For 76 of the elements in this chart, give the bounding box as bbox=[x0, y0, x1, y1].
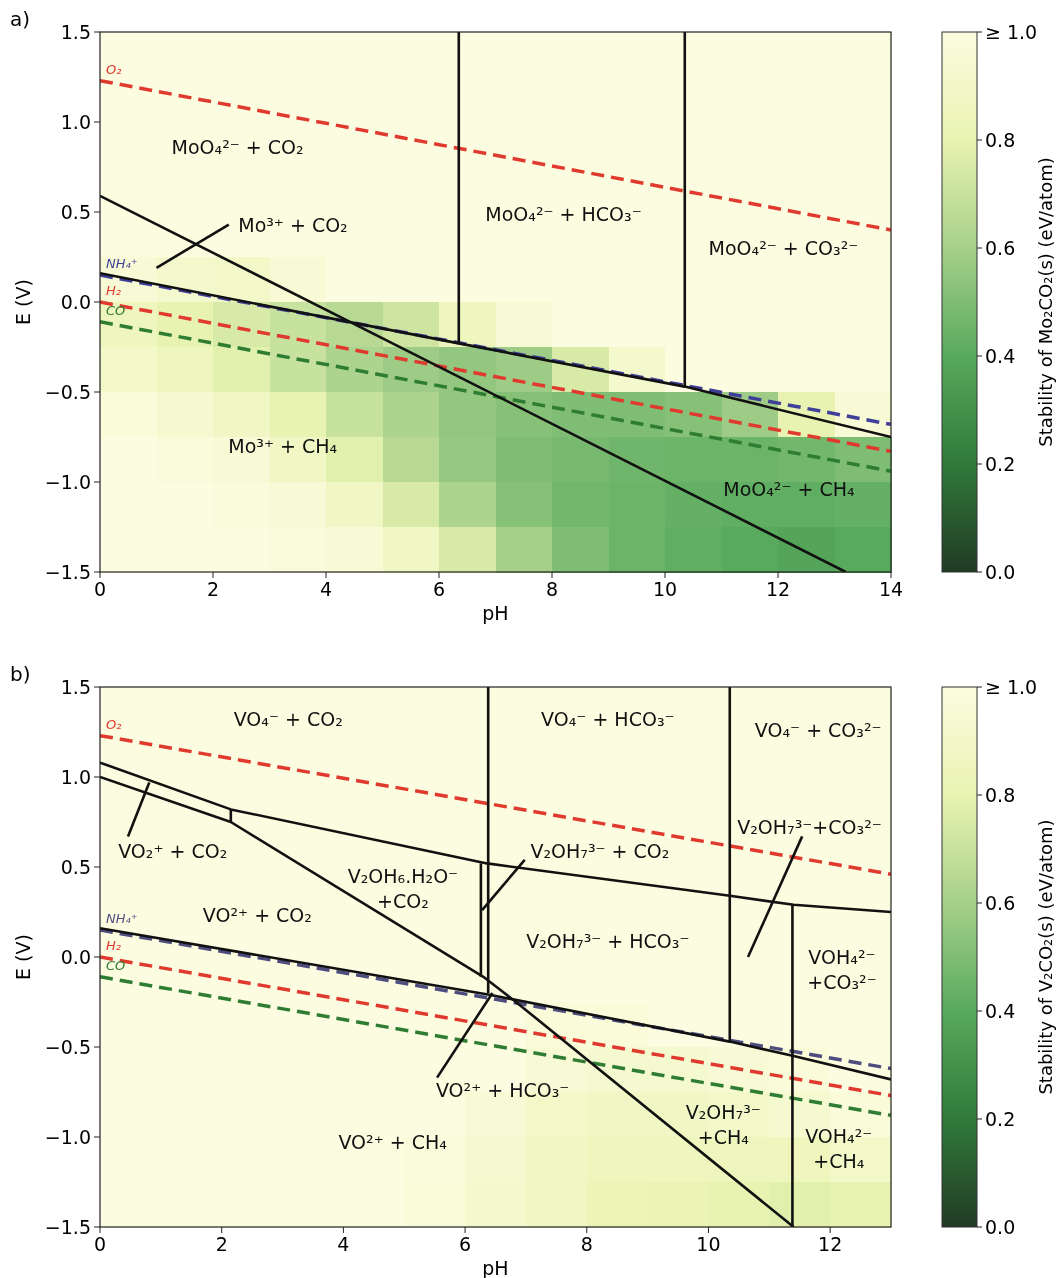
annotation: VO₄⁻ + CO₃²⁻ bbox=[754, 719, 882, 742]
color-bar-title: Stability of V₂CO₂(s) (eV/atom) bbox=[1035, 819, 1056, 1095]
x-tick-label: 2 bbox=[206, 578, 220, 600]
y-tick-label: 1.5 bbox=[60, 21, 91, 43]
annotation: V₂OH₆.H₂O⁻ +CO₂ bbox=[347, 865, 459, 913]
x-tick-label: 12 bbox=[818, 1233, 843, 1255]
y-tick-label: −0.5 bbox=[44, 1036, 91, 1058]
annotation: VO₂⁺ + CO₂ bbox=[118, 839, 228, 862]
x-tick-label: 0 bbox=[93, 578, 107, 600]
color-bar-label: 0.6 bbox=[985, 892, 1016, 914]
annotation: MoO₄²⁻ + CH₄ bbox=[723, 478, 856, 501]
chart-title: a) bbox=[10, 7, 31, 31]
chart-title: b) bbox=[10, 662, 31, 686]
x-tick-label: 4 bbox=[319, 578, 333, 600]
y-tick-label: −1.0 bbox=[44, 471, 91, 493]
series-label: O₂ bbox=[106, 61, 122, 77]
annotation: MoO₄²⁻ + HCO₃⁻ bbox=[485, 202, 642, 225]
color-bar-label: 0.0 bbox=[985, 1216, 1016, 1238]
series-label: O₂ bbox=[106, 716, 122, 732]
series-label: CO bbox=[106, 957, 126, 973]
color-bar-label: 0.0 bbox=[985, 561, 1016, 583]
color-bar-label: 0.8 bbox=[985, 129, 1016, 151]
series-label: CO bbox=[106, 302, 126, 318]
x-axis-title: pH bbox=[482, 602, 509, 624]
annotation: VOH₄²⁻ +CO₃²⁻ bbox=[807, 946, 877, 994]
annotation: VO₄⁻ + HCO₃⁻ bbox=[541, 708, 675, 731]
y-tick-label: −0.5 bbox=[44, 381, 91, 403]
series-label: NH₄⁺ bbox=[106, 911, 138, 926]
annotation: VO²⁺ + CO₂ bbox=[202, 904, 312, 927]
x-tick-label: 12 bbox=[765, 578, 791, 600]
x-tick-label: 8 bbox=[580, 1233, 593, 1255]
x-tick-label: 14 bbox=[878, 578, 904, 600]
y-tick-label: 0.0 bbox=[60, 946, 91, 968]
y-tick-label: 1.0 bbox=[60, 111, 91, 133]
annotation: Mo³⁺ + CO₂ bbox=[238, 213, 348, 236]
x-tick-label: 2 bbox=[215, 1233, 228, 1255]
x-tick-label: 10 bbox=[652, 578, 678, 600]
x-tick-label: 8 bbox=[545, 578, 559, 600]
y-tick-label: −1.0 bbox=[44, 1126, 91, 1148]
x-tick-label: 6 bbox=[459, 1233, 472, 1255]
color-bar-label: ≥ 1.0 bbox=[985, 676, 1038, 698]
color-bar-label: 0.4 bbox=[985, 1000, 1016, 1022]
y-tick-label: −1.5 bbox=[44, 561, 91, 583]
annotation: VO²⁺ + CH₄ bbox=[338, 1131, 448, 1154]
annotation: V₂OH₇³⁻ + HCO₃⁻ bbox=[526, 929, 690, 952]
x-tick-label: 0 bbox=[93, 1233, 107, 1255]
y-axis-title: E (V) bbox=[12, 934, 34, 980]
annotation: V₂OH₇³⁻ +CH₄ bbox=[685, 1101, 761, 1149]
annotation: V₂OH₇³⁻ + CO₂ bbox=[530, 839, 670, 862]
color-bar-label: 0.8 bbox=[985, 784, 1016, 806]
color-bar-title: Stability of Mo₂CO₂(s) (eV/atom) bbox=[1035, 157, 1056, 447]
y-tick-label: 0.5 bbox=[60, 856, 91, 878]
series-label: H₂ bbox=[106, 283, 121, 298]
color-bar-label: 0.6 bbox=[985, 237, 1016, 259]
x-tick-label: 10 bbox=[696, 1233, 721, 1255]
y-tick-label: 1.0 bbox=[60, 766, 91, 788]
annotation: VO²⁺ + HCO₃⁻ bbox=[435, 1079, 570, 1102]
annotation: VOH₄²⁻ +CH₄ bbox=[805, 1124, 873, 1172]
series-label: H₂ bbox=[106, 938, 121, 953]
x-tick-label: 4 bbox=[337, 1233, 350, 1255]
y-tick-label: 1.5 bbox=[60, 676, 91, 698]
y-axis-title: E (V) bbox=[12, 279, 34, 325]
annotation: VO₄⁻ + CO₂ bbox=[233, 708, 343, 731]
annotation: V₂OH₇³⁻+CO₃²⁻ bbox=[737, 816, 882, 839]
annotation: MoO₄²⁻ + CO₃²⁻ bbox=[708, 237, 859, 259]
color-bar-label: ≥ 1.0 bbox=[985, 21, 1038, 43]
series-label: NH₄⁺ bbox=[106, 256, 138, 271]
color-bar-label: 0.2 bbox=[985, 1108, 1016, 1130]
x-tick-label: 6 bbox=[432, 578, 446, 600]
annotation: Mo³⁺ + CH₄ bbox=[228, 435, 338, 458]
y-tick-label: −1.5 bbox=[44, 1216, 91, 1238]
y-tick-label: 0.0 bbox=[60, 291, 91, 313]
color-bar-label: 0.4 bbox=[985, 345, 1016, 367]
annotation: MoO₄²⁻ + CO₂ bbox=[171, 136, 304, 159]
y-tick-label: 0.5 bbox=[60, 201, 91, 223]
color-bar-label: 0.2 bbox=[985, 453, 1016, 475]
